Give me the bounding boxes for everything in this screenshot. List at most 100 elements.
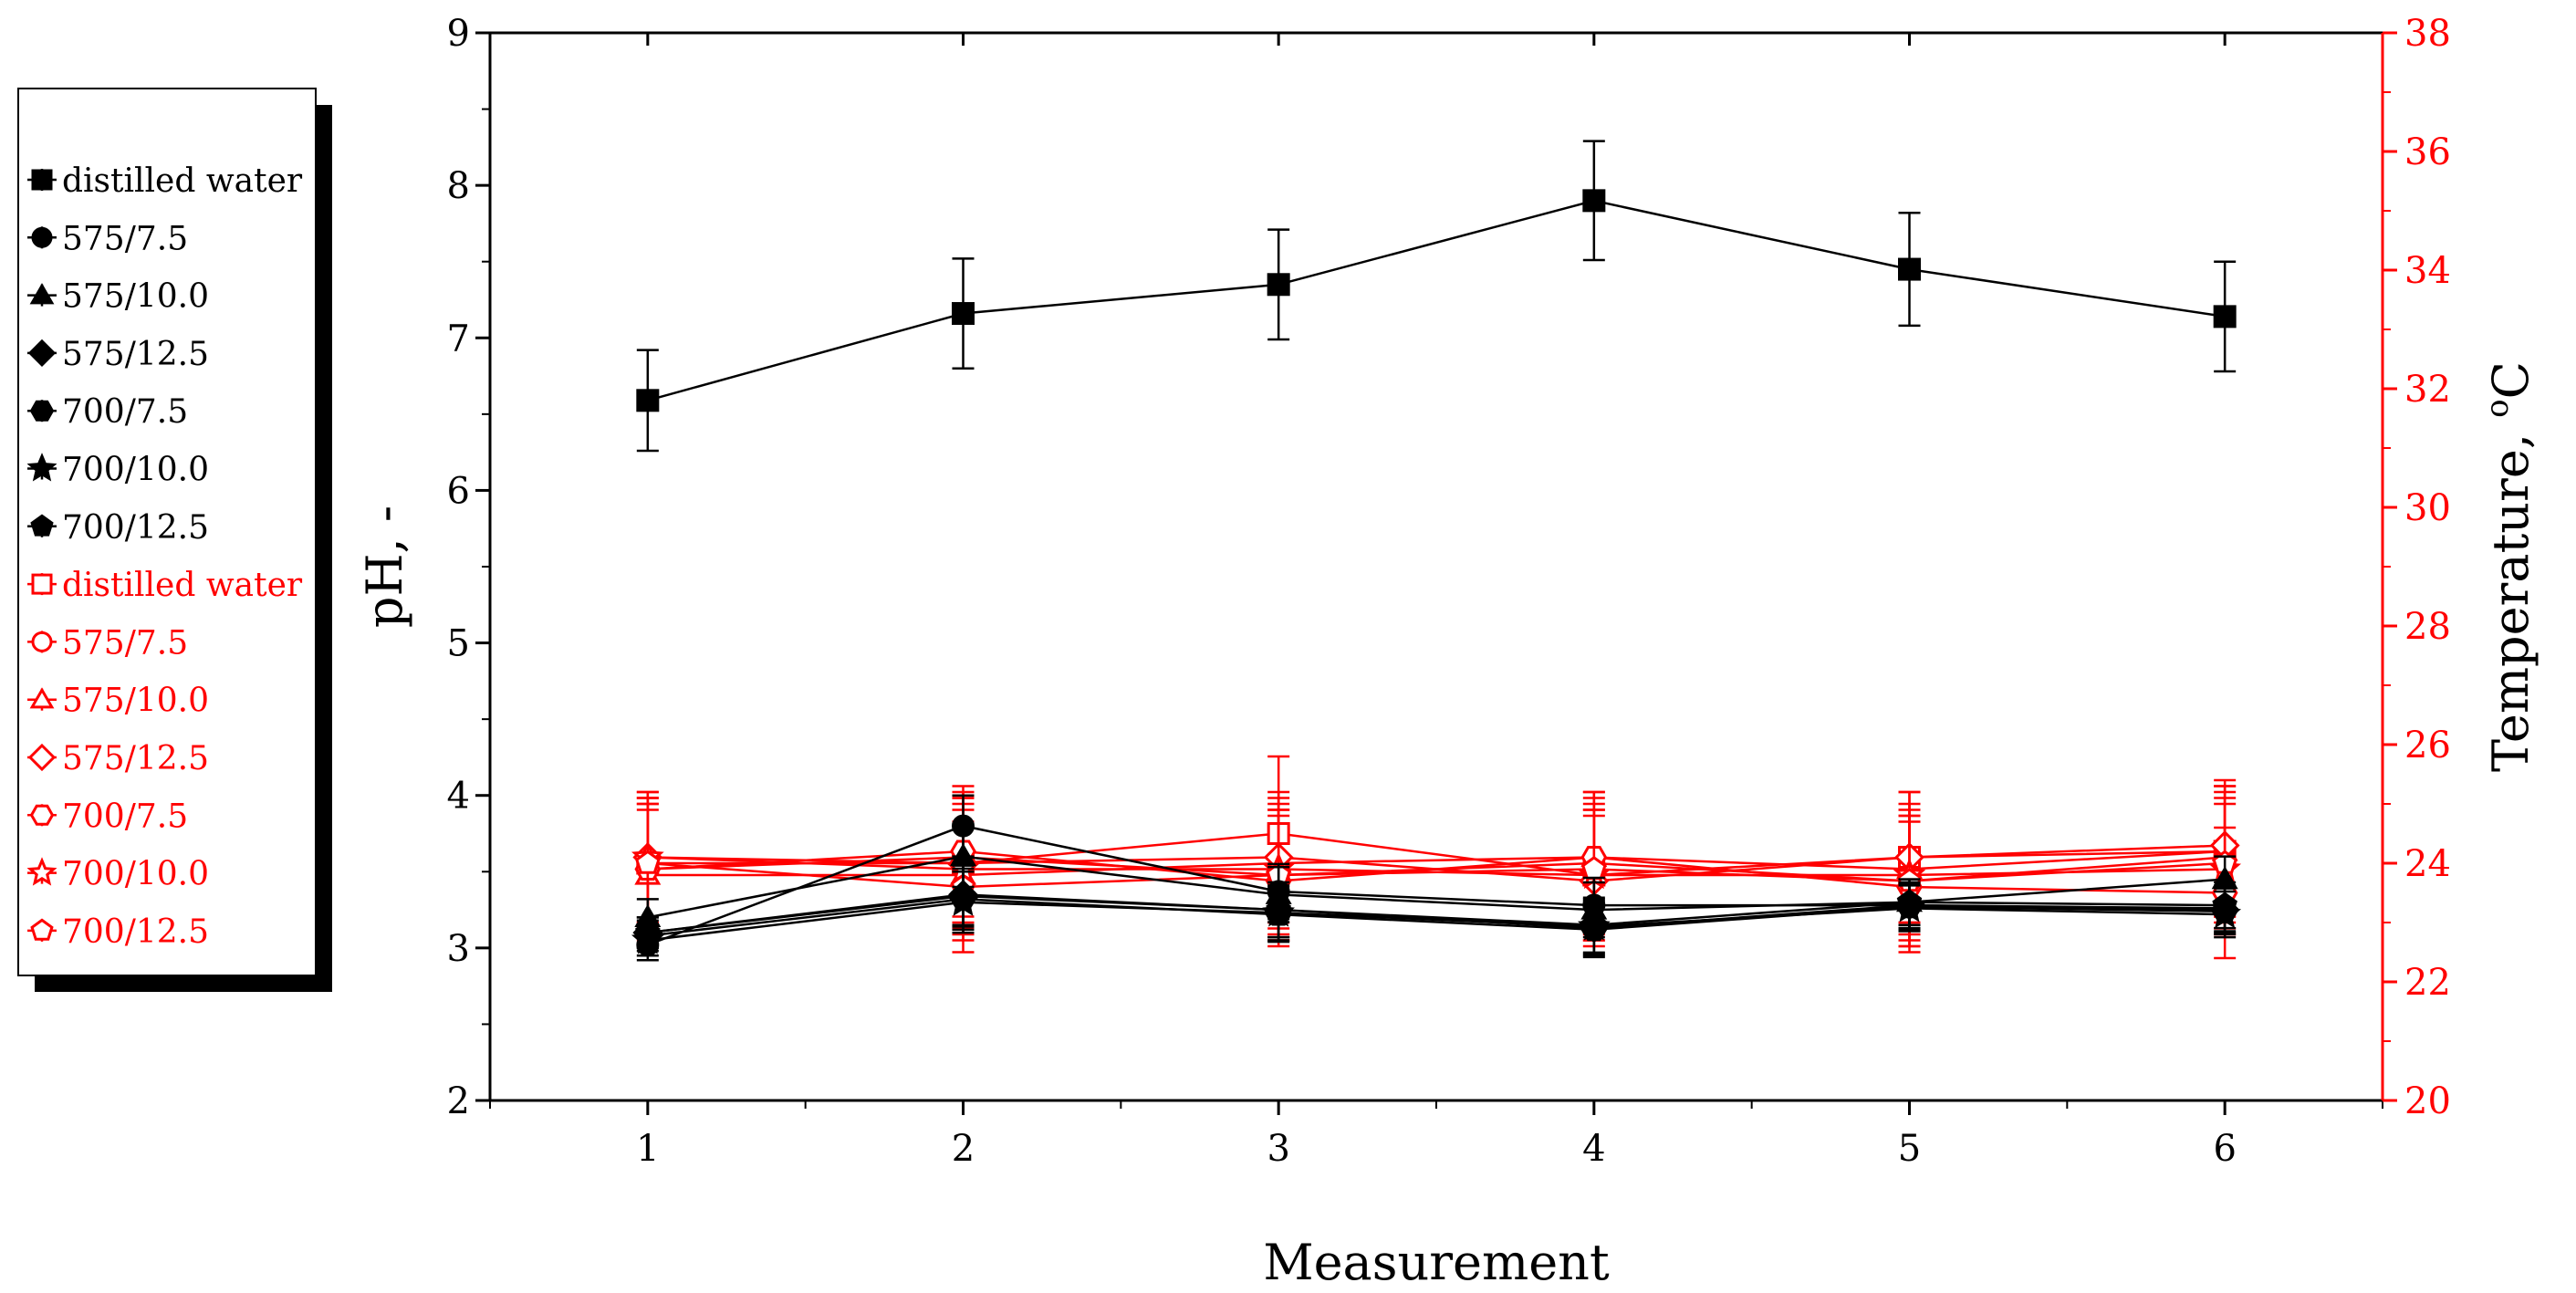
legend-marker bbox=[27, 339, 57, 368]
series-line bbox=[647, 901, 2226, 942]
data-point bbox=[1898, 257, 1921, 281]
data-point bbox=[635, 919, 661, 944]
y-left-tick-label: 2 bbox=[447, 1080, 470, 1122]
data-point bbox=[2212, 892, 2237, 916]
legend-marker bbox=[31, 226, 53, 248]
legend-item: 700/10.0 bbox=[26, 856, 209, 893]
y-axis-right-title-sup: o bbox=[2479, 399, 2516, 417]
legend-marker bbox=[29, 687, 55, 709]
y-right-tick-label: 26 bbox=[2404, 725, 2451, 766]
legend-item: 700/12.5 bbox=[27, 913, 209, 951]
legend-item: 575/12.5 bbox=[27, 336, 209, 373]
legend-label: 575/7.5 bbox=[62, 624, 188, 662]
x-tick-label: 5 bbox=[1898, 1128, 1921, 1170]
legend-item: distilled water bbox=[27, 162, 303, 200]
legend-item: 575/12.5 bbox=[27, 740, 209, 777]
legend-marker bbox=[26, 453, 57, 482]
legend-label: 575/10.0 bbox=[62, 683, 209, 720]
data-point bbox=[1267, 273, 1290, 297]
data-point bbox=[1582, 189, 1606, 213]
series-line bbox=[647, 898, 2226, 937]
legend-item: 575/10.0 bbox=[27, 278, 209, 316]
legend-marker bbox=[30, 918, 54, 941]
y-right-tick-label: 24 bbox=[2404, 843, 2451, 885]
y-left-tick-label: 8 bbox=[447, 165, 470, 207]
y-right-tick-label: 34 bbox=[2404, 250, 2451, 292]
series-line bbox=[647, 861, 2226, 889]
y-left-tick-label: 6 bbox=[447, 470, 470, 512]
y-left-tick-label: 3 bbox=[447, 928, 470, 970]
data-point bbox=[636, 389, 660, 412]
y-right-tick-label: 28 bbox=[2404, 606, 2451, 648]
y-right-tick-label: 22 bbox=[2404, 962, 2451, 1004]
x-tick-label: 3 bbox=[1267, 1128, 1289, 1170]
plot-area bbox=[488, 31, 2384, 1102]
legend-marker bbox=[29, 400, 55, 422]
y-right-tick-label: 32 bbox=[2404, 369, 2451, 411]
series-ph-5 bbox=[631, 871, 2242, 957]
series-ph-0 bbox=[636, 140, 2237, 453]
x-tick-label: 4 bbox=[1582, 1128, 1605, 1170]
legend-marker bbox=[26, 857, 57, 886]
y-right-tick-label: 36 bbox=[2404, 131, 2451, 173]
legend-label: distilled water bbox=[62, 567, 303, 604]
series-line bbox=[647, 199, 2226, 402]
legend-label: 575/12.5 bbox=[62, 336, 209, 373]
legend-label: distilled water bbox=[62, 162, 303, 200]
data-point bbox=[952, 302, 975, 326]
legend-marker bbox=[27, 743, 57, 772]
y-left-tick-label: 7 bbox=[447, 318, 470, 360]
data-point bbox=[635, 850, 661, 874]
legend-item: 700/7.5 bbox=[27, 393, 188, 431]
legend-item: 700/10.0 bbox=[26, 452, 209, 489]
series-line bbox=[647, 894, 2226, 934]
series-ph-1 bbox=[636, 794, 2237, 962]
y-left-tick-label: 4 bbox=[447, 776, 470, 818]
legend-marker bbox=[29, 283, 55, 305]
legend-label: 700/7.5 bbox=[62, 393, 188, 431]
legend-label: 700/7.5 bbox=[62, 798, 188, 835]
legend-item: distilled water bbox=[27, 567, 303, 604]
legend-label: 575/7.5 bbox=[62, 220, 188, 257]
y-axis-right-title: Temperature, oC bbox=[2479, 361, 2539, 772]
x-tick-label: 2 bbox=[952, 1128, 975, 1170]
legend-label: 700/12.5 bbox=[62, 509, 209, 547]
data-point bbox=[1266, 896, 1291, 921]
legend-label: 700/10.0 bbox=[62, 452, 209, 489]
x-tick-label: 6 bbox=[2213, 1128, 2236, 1170]
data-point bbox=[950, 882, 976, 907]
legend-item: 575/7.5 bbox=[27, 220, 188, 257]
x-tick-label: 1 bbox=[636, 1128, 659, 1170]
x-axis-title: Measurement bbox=[1263, 1234, 1610, 1291]
legend-item: 575/7.5 bbox=[27, 624, 188, 662]
legend-label: 700/10.0 bbox=[62, 856, 209, 893]
series-line bbox=[647, 850, 2226, 894]
legend-label: 700/12.5 bbox=[62, 913, 209, 951]
legend-item: 700/7.5 bbox=[27, 798, 188, 835]
y-right-tick-label: 30 bbox=[2404, 487, 2451, 529]
y-right-tick-label: 38 bbox=[2404, 13, 2451, 55]
data-point bbox=[1896, 889, 1923, 913]
data-point bbox=[1581, 912, 1607, 936]
legend-marker bbox=[31, 573, 53, 595]
series-line bbox=[647, 893, 2226, 934]
legend-label: 575/10.0 bbox=[62, 278, 209, 316]
data-point bbox=[2213, 305, 2237, 328]
legend-marker bbox=[31, 631, 53, 652]
series-line bbox=[647, 850, 2226, 877]
legend-box bbox=[17, 88, 317, 976]
y-right-tick-label: 20 bbox=[2404, 1080, 2451, 1122]
legend-item: 700/12.5 bbox=[27, 509, 209, 547]
y-axis-right-title-main: Temperature, bbox=[2482, 418, 2539, 772]
legend-label: 575/12.5 bbox=[62, 740, 209, 777]
y-left-tick-label: 9 bbox=[447, 13, 470, 55]
legend: distilled water 575/7.5 575/10.0 575/12.5 70… bbox=[26, 162, 303, 951]
series-line bbox=[647, 824, 2226, 946]
series-layer bbox=[631, 140, 2242, 962]
y-axis-left-title: pH, - bbox=[356, 506, 413, 628]
legend-marker bbox=[30, 514, 54, 537]
y-left-tick-label: 5 bbox=[447, 623, 470, 665]
legend-marker bbox=[29, 804, 55, 826]
